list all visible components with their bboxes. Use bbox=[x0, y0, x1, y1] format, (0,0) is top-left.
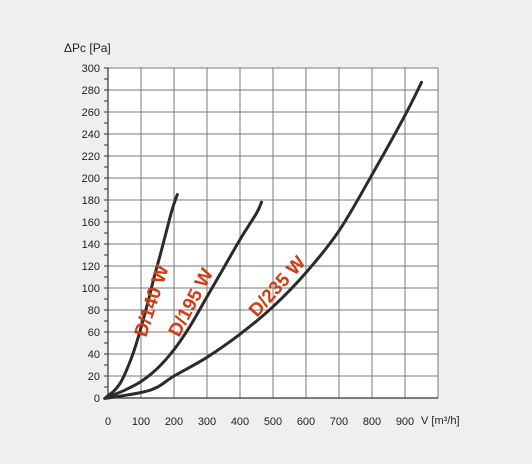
y-tick-label: 20 bbox=[88, 371, 100, 383]
y-tick-label: 280 bbox=[82, 85, 100, 97]
ticks: 0 20 40 60 80 100 120 140 160 180 200 220 240 260 280 3… bbox=[82, 63, 415, 428]
y-tick-label: 160 bbox=[82, 217, 100, 229]
y-tick-label: 0 bbox=[94, 393, 100, 405]
series-line-2 bbox=[103, 200, 263, 400]
x-axis-label: V [m³/h] bbox=[421, 415, 460, 427]
y-tick-label: 200 bbox=[82, 173, 100, 185]
y-tick-label: 140 bbox=[82, 239, 100, 251]
x-tick-label: 0 bbox=[105, 416, 111, 428]
series-line-1 bbox=[103, 193, 179, 400]
x-tick-label: 300 bbox=[198, 416, 216, 428]
y-tick-label: 220 bbox=[82, 151, 100, 163]
x-tick-label: 500 bbox=[264, 416, 282, 428]
y-tick-label: 180 bbox=[82, 195, 100, 207]
y-tick-label: 80 bbox=[88, 305, 100, 317]
x-tick-label: 700 bbox=[330, 416, 348, 428]
y-tick-label: 40 bbox=[88, 349, 100, 361]
x-tick-label: 400 bbox=[231, 416, 249, 428]
x-tick-label: 800 bbox=[363, 416, 381, 428]
x-tick-label: 200 bbox=[165, 416, 183, 428]
y-axis-label: ΔPc [Pa] bbox=[64, 41, 111, 55]
x-tick-label: 600 bbox=[297, 416, 315, 428]
x-tick-label: 900 bbox=[396, 416, 414, 428]
series-line-3 bbox=[103, 80, 423, 400]
y-tick-label: 100 bbox=[82, 283, 100, 295]
y-tick-label: 60 bbox=[88, 327, 100, 339]
y-tick-label: 300 bbox=[82, 63, 100, 75]
y-tick-label: 120 bbox=[82, 261, 100, 273]
series-lines bbox=[103, 80, 423, 400]
y-tick-label: 240 bbox=[82, 129, 100, 141]
y-tick-label: 260 bbox=[82, 107, 100, 119]
x-tick-label: 100 bbox=[132, 416, 150, 428]
